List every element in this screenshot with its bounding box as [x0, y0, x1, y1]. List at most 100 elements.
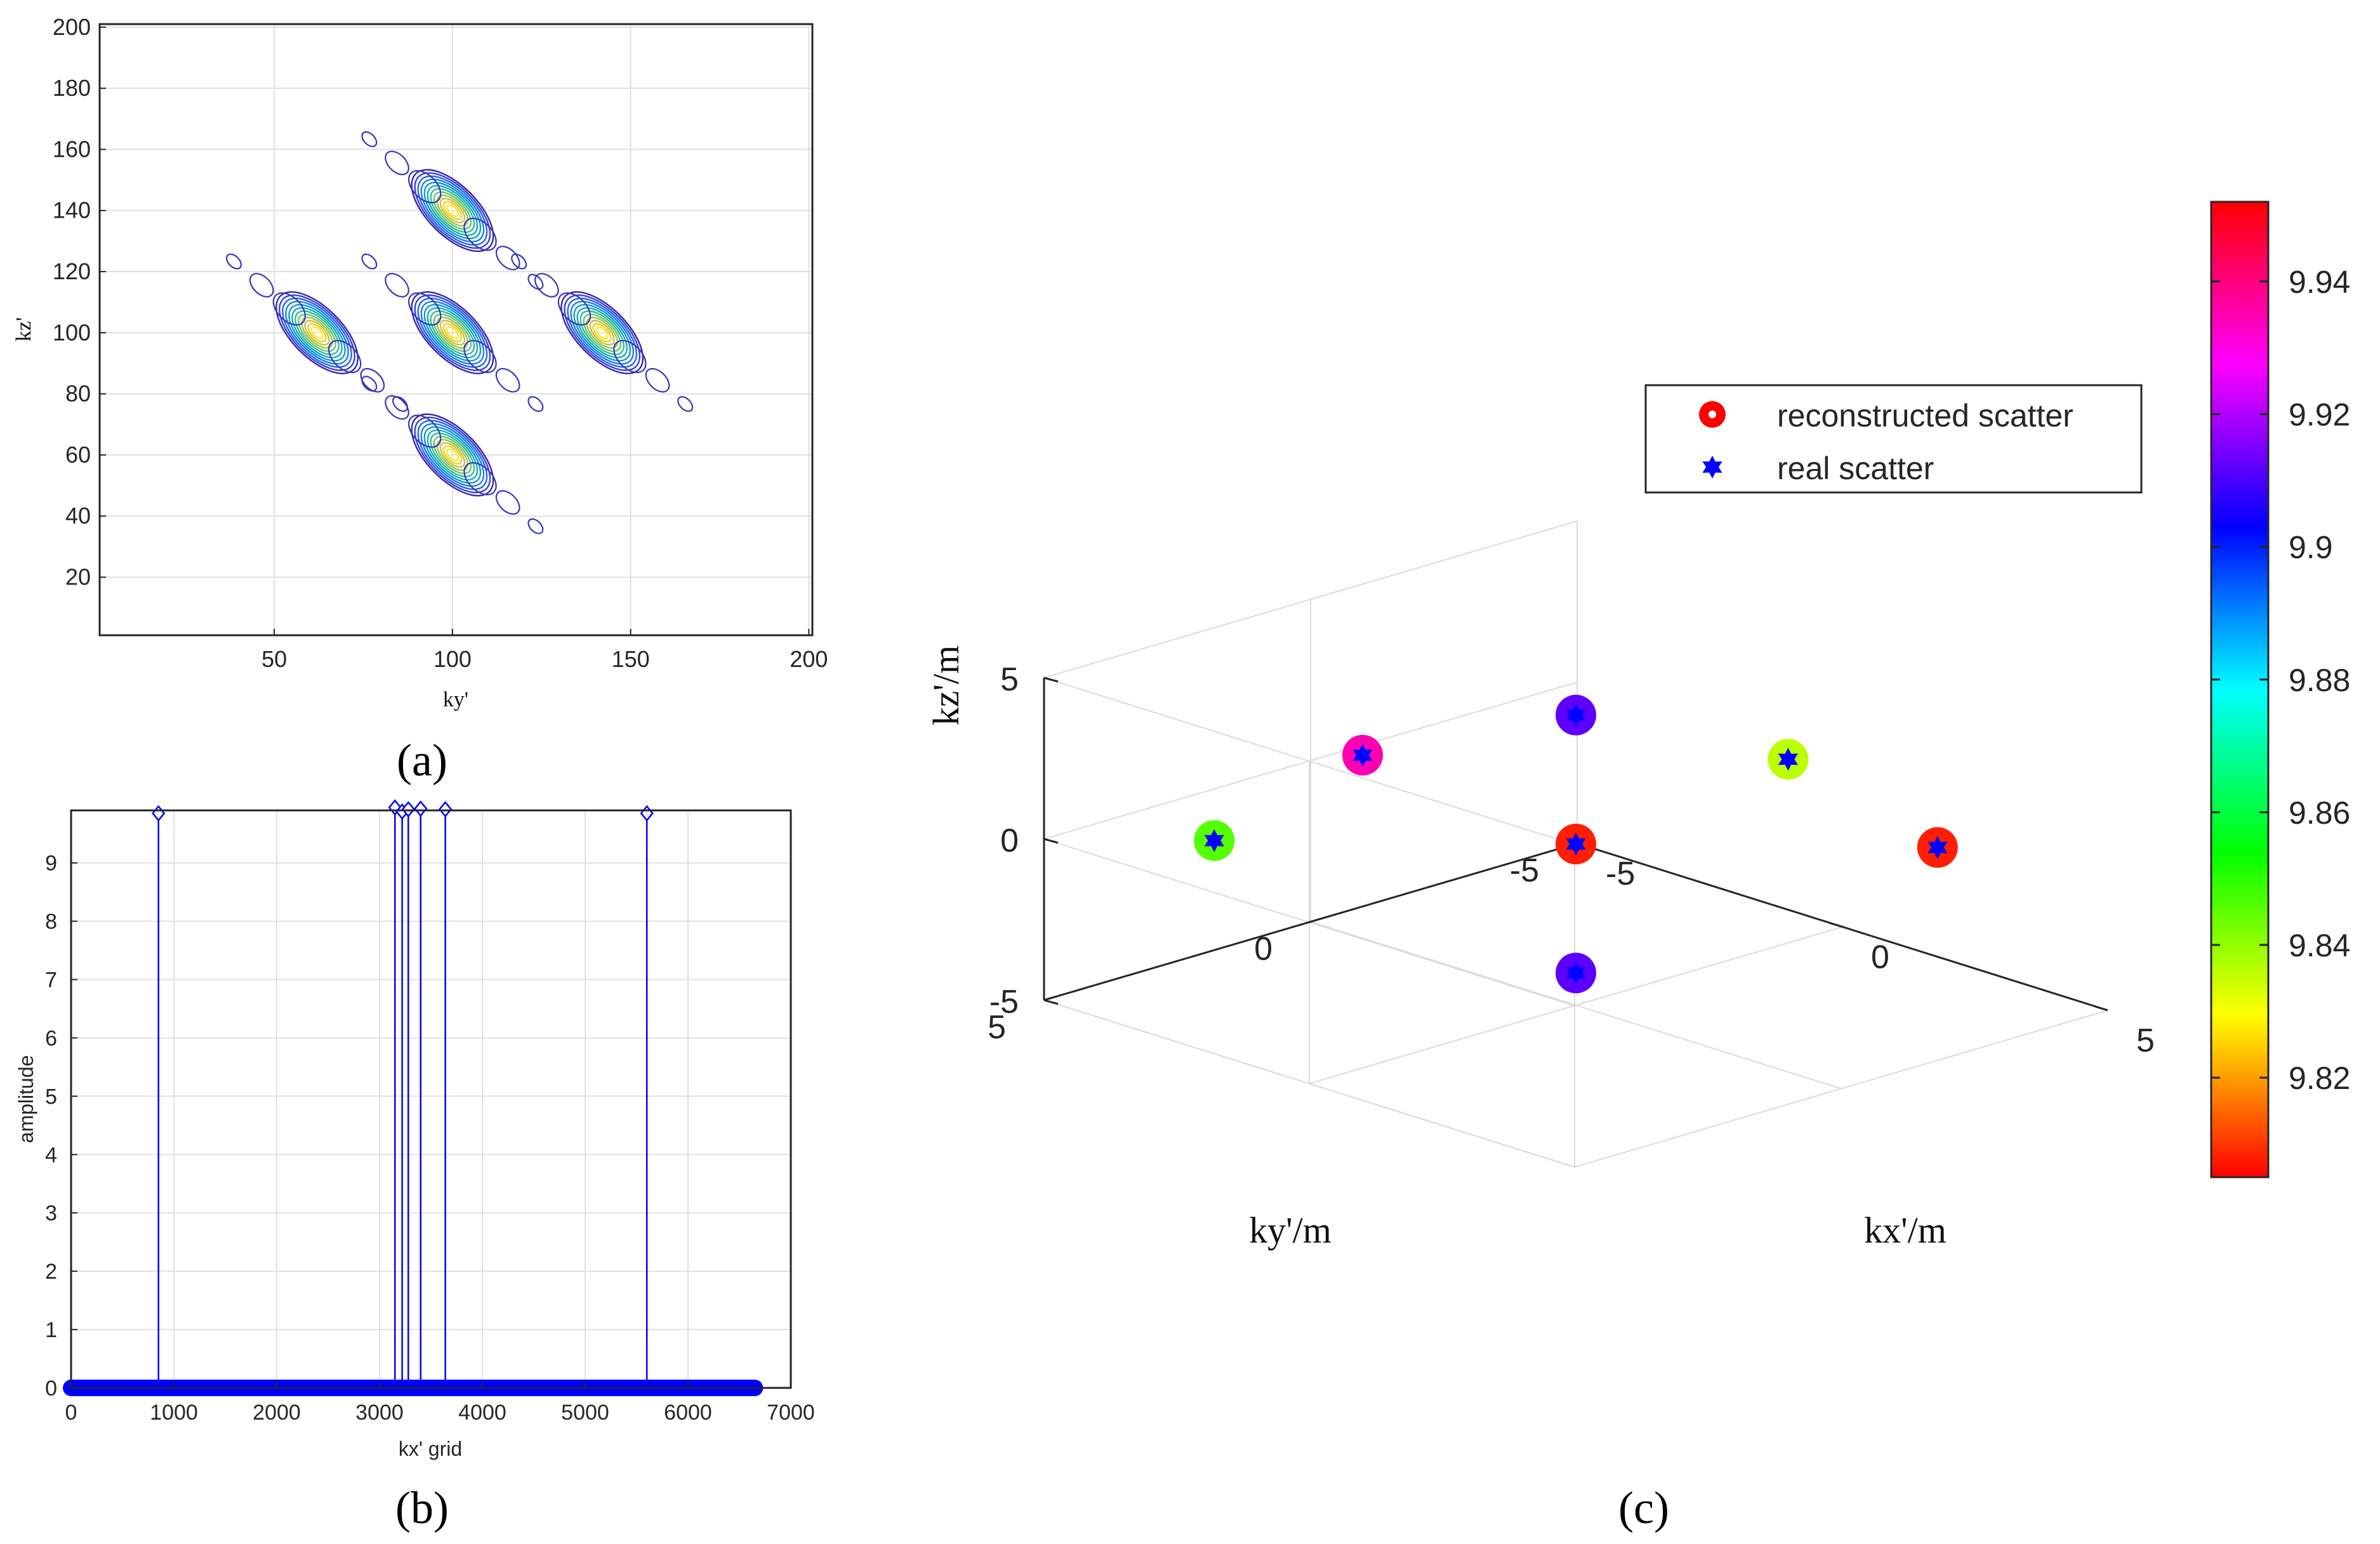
- panel-c-x-tick: [1829, 922, 1843, 928]
- panel-a-contour-ring: [446, 326, 459, 340]
- panel-a-sidelobe-ring: [527, 518, 544, 534]
- panel-b-caption: (b): [395, 1482, 449, 1533]
- panel-a-x-tick-label: 100: [433, 646, 472, 672]
- panel-a-contour-ring: [430, 432, 475, 478]
- panel-a-x-tick-label: 150: [612, 646, 650, 672]
- panel-a-x-tick-label: 50: [261, 646, 287, 672]
- panel-a-caption: (a): [397, 735, 447, 786]
- panel-a-y-tick-label: 120: [53, 258, 91, 284]
- panel-a-contour-ring: [423, 426, 482, 484]
- panel-a-sidelobe-ring: [385, 273, 409, 298]
- panel-a-x-tick-label: 200: [790, 646, 828, 672]
- panel-b-axes-box: [70, 809, 792, 1389]
- panel-b-y-tick-label: 8: [45, 910, 57, 934]
- colorbar-tick-label: 9.88: [2289, 663, 2350, 698]
- panel-a-contour-ring: [414, 294, 491, 371]
- panel-a-contour-ring: [436, 194, 469, 227]
- panel-a-contour-ring: [583, 313, 621, 352]
- panel-a-contour-ring: [573, 303, 631, 362]
- panel-a-y-tick-label: 20: [65, 564, 91, 590]
- panel-c-x-axis-label: kx'/m: [1864, 1210, 1947, 1251]
- panel-a-contour-ring: [294, 310, 340, 355]
- panel-a-sidelobe-ring: [527, 274, 544, 290]
- panel-a-contour-ring: [417, 175, 488, 246]
- legend-marker-real-star: [1702, 456, 1722, 478]
- colorbar-tick-label: 9.86: [2289, 795, 2350, 831]
- panel-a-contour-ring: [442, 201, 463, 220]
- panel-c-x-tick-label: 0: [1871, 939, 1889, 976]
- panel-a-contour-ring: [417, 297, 488, 368]
- panel-c-x-tick: [2094, 1005, 2108, 1012]
- panel-a-sidelobe-ring: [463, 462, 497, 496]
- panel-a-contour-ring: [579, 310, 625, 355]
- panel-a-ticks: 50 100 150 200 20 40 60 80 100 120 140 160 180 200: [53, 14, 828, 672]
- panel-a-contour-ring: [430, 310, 475, 355]
- panel-c-z-axis-label: kz'/m: [925, 645, 967, 725]
- panel-a-y-tick-label: 40: [65, 503, 91, 529]
- panel-a-axes-box: [98, 23, 814, 637]
- panel-a-sidelobe-ring: [361, 253, 378, 270]
- panel-b-stem-marker: [414, 800, 428, 817]
- panel-a-contour-ring: [446, 448, 459, 462]
- panel-a-contour-ring: [291, 307, 343, 359]
- panel-c-grid-back-left: [1043, 682, 1578, 840]
- panel-a-contour-ring: [414, 416, 491, 494]
- panel-a-contours: [226, 131, 694, 534]
- contour-panel-a: 50 100 150 200 20 40 60 80 100 120 140 160 180 200 ky…: [12, 14, 828, 786]
- panel-a-y-tick-label: 140: [53, 197, 91, 223]
- panel-a-contour-ring: [420, 423, 485, 487]
- panel-a-contour-ring: [442, 323, 463, 343]
- panel-a-sidelobe-ring: [495, 490, 520, 515]
- panel-a-contour-ring: [592, 323, 612, 343]
- panel-a-sidelobe-ring: [495, 367, 520, 393]
- real-scatter-star: [1927, 836, 1948, 859]
- panel-b-x-tick-label: 1000: [150, 1401, 198, 1425]
- panel-a-sidelobe-ring: [361, 131, 378, 147]
- panel-a-sidelobe-ring: [392, 396, 408, 412]
- scatter3d-panel-c: -505-505-505 ky'/m kx'/m kz'/m reconstru…: [925, 201, 2350, 1533]
- panel-c-y-tick: [1043, 995, 1057, 1001]
- stem-panel-b: 0 1000 2000 3000 4000 5000 6000 70000123456789 …: [15, 799, 815, 1533]
- real-scatter-star: [1204, 829, 1224, 852]
- panel-a-contour-ring: [433, 191, 472, 230]
- panel-a-y-tick-label: 80: [65, 381, 91, 407]
- colorbar-tick-label: 9.92: [2289, 397, 2350, 433]
- panel-b-plot-area: [71, 810, 791, 1388]
- panel-a-sidelobe-ring: [613, 340, 647, 373]
- panel-a-contour-ring: [436, 439, 469, 472]
- panel-b-y-tick-label: 0: [45, 1376, 57, 1401]
- panel-a-contour-ring: [420, 300, 485, 365]
- panel-a-y-axis-label: kz': [12, 317, 36, 341]
- panel-c-caption: (c): [1618, 1482, 1669, 1533]
- panel-a-contour-ring: [414, 172, 491, 249]
- real-scatter-star: [1566, 703, 1586, 727]
- colorbar-ticks: 9.82 9.84 9.86 9.88 9.9 9.92 9.94: [2211, 264, 2350, 1096]
- panel-a-contour-ring: [423, 181, 482, 240]
- panel-a-sidelobe-ring: [511, 253, 527, 270]
- panel-a-contour-ring: [282, 297, 352, 368]
- panel-b-x-tick-label: 5000: [561, 1401, 609, 1425]
- panel-a-contour-ring: [301, 317, 333, 349]
- panel-c-z-tick: [1043, 838, 1059, 844]
- panel-b-x-tick-label: 2000: [253, 1401, 301, 1425]
- panel-a-sidelobe-ring: [385, 150, 409, 176]
- panel-b-x-tick-label: 0: [65, 1401, 77, 1425]
- real-scatter-star: [1566, 961, 1586, 985]
- panel-b-y-tick-label: 6: [45, 1026, 57, 1050]
- panel-a-sidelobe-ring: [645, 367, 670, 393]
- panel-c-y-tick-label: -5: [1510, 852, 1539, 889]
- panel-a-contour-ring: [564, 294, 641, 371]
- panel-c-z-tick-label: 0: [1000, 822, 1019, 859]
- panel-a-sidelobe-ring: [408, 414, 442, 448]
- panel-a-contour-ring: [417, 419, 488, 491]
- panel-a-sidelobe-ring: [361, 376, 378, 392]
- panel-a-contour-ring: [411, 169, 494, 253]
- panel-a-contour-ring: [436, 317, 469, 349]
- panel-a-sidelobe-ring: [408, 292, 442, 326]
- panel-a-contour-ring: [586, 317, 618, 349]
- panel-a-sidelobe-ring: [226, 253, 242, 270]
- colorbar-tick-label: 9.84: [2289, 928, 2350, 963]
- panel-c-grid-floor: [1043, 1000, 1575, 1168]
- panel-a-contour-ring: [288, 303, 346, 362]
- panel-c-legend: reconstructed scatter real scatter: [1644, 384, 2143, 494]
